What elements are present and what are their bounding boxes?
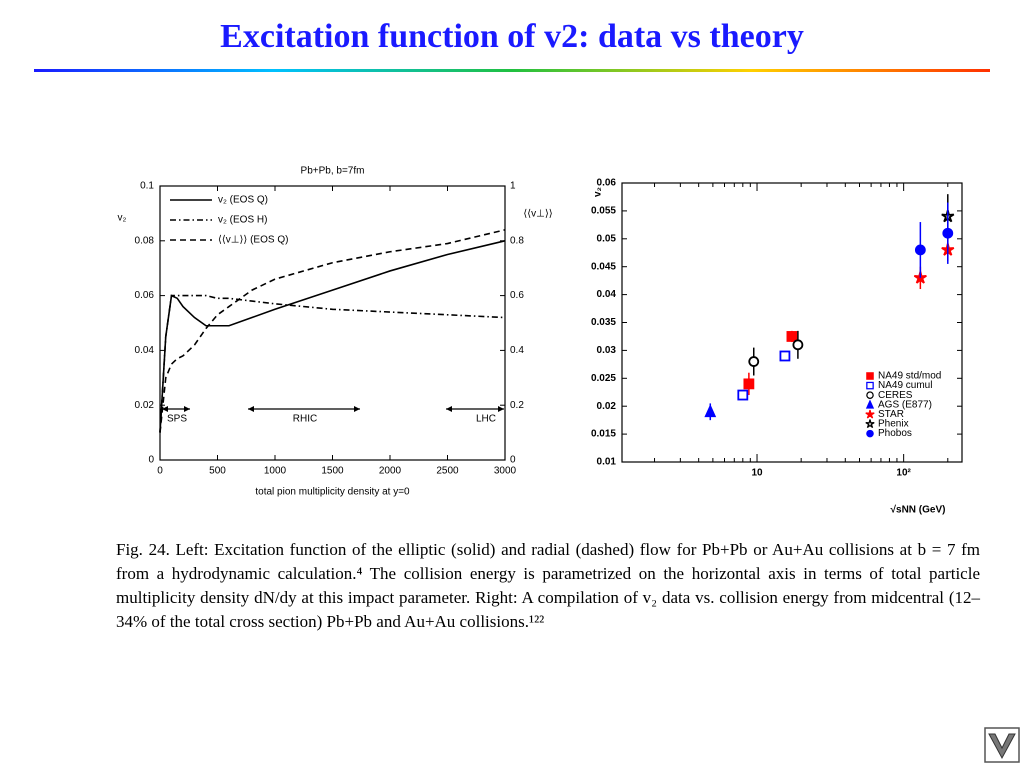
annotation: RHIC bbox=[293, 414, 317, 425]
y-tick-label: 0.04 bbox=[135, 345, 155, 356]
x-tick-label: 10 bbox=[751, 468, 763, 479]
x-axis-label: √sNN (GeV) bbox=[891, 505, 946, 516]
y2-axis-label: ⟨⟨v⊥⟩⟩ bbox=[523, 209, 552, 220]
x-tick-label: 1000 bbox=[264, 466, 287, 477]
marker bbox=[786, 331, 798, 342]
y-tick-label: 0.035 bbox=[591, 317, 616, 328]
plot-frame bbox=[159, 185, 506, 461]
y-axis-label: v₂ bbox=[118, 213, 127, 224]
x-axis-label: total pion multiplicity density at y=0 bbox=[255, 487, 410, 498]
marker bbox=[914, 244, 926, 256]
marker bbox=[942, 227, 954, 239]
marker bbox=[748, 356, 760, 367]
legend-label: NA49 cumul bbox=[878, 380, 932, 391]
y-tick-label: 0.02 bbox=[135, 400, 155, 411]
legend-label: NA49 std/mod bbox=[878, 371, 941, 382]
marker bbox=[704, 404, 717, 418]
plot-frame bbox=[621, 182, 963, 463]
arrow-head bbox=[162, 406, 190, 412]
annotation: LHC bbox=[476, 414, 496, 425]
legend-label: v₂ (EOS Q) bbox=[218, 195, 268, 206]
line-series bbox=[159, 240, 506, 433]
y-tick-label: 0.055 bbox=[591, 206, 616, 217]
y2-tick-label: 1 bbox=[510, 181, 516, 192]
marker bbox=[866, 429, 874, 438]
title-rule bbox=[34, 69, 990, 72]
line-series bbox=[159, 294, 506, 433]
x-tick-label: 10² bbox=[896, 468, 911, 479]
line-series bbox=[159, 229, 506, 433]
x-tick-label: 2000 bbox=[379, 466, 402, 477]
y-tick-label: 0.015 bbox=[591, 429, 616, 440]
y2-tick-label: 0.4 bbox=[510, 345, 524, 356]
arrow-head bbox=[446, 406, 504, 412]
marker bbox=[866, 372, 874, 380]
y-tick-label: 0.04 bbox=[597, 289, 617, 300]
caption: Fig. 24. Left: Excitation function of th… bbox=[116, 540, 980, 631]
y-tick-label: 0.08 bbox=[135, 235, 155, 246]
legend-label: Phenix bbox=[878, 419, 909, 430]
x-tick-label: 2500 bbox=[436, 466, 459, 477]
y-axis-label: v₂ bbox=[593, 187, 604, 197]
legend-label: Phobos bbox=[878, 428, 912, 439]
x-tick-label: 3000 bbox=[494, 466, 517, 477]
y-tick-label: 0.06 bbox=[135, 290, 155, 301]
y-tick-label: 0 bbox=[148, 455, 154, 466]
marker bbox=[865, 419, 875, 429]
y-tick-label: 0.03 bbox=[597, 345, 617, 356]
legend-label: AGS (E877) bbox=[878, 399, 932, 410]
chart-title: Pb+Pb, b=7fm bbox=[301, 166, 365, 177]
legend-label: v₂ (EOS H) bbox=[218, 215, 267, 226]
marker bbox=[865, 409, 875, 419]
x-tick-label: 0 bbox=[157, 466, 163, 477]
y2-tick-label: 0.6 bbox=[510, 290, 524, 301]
y-tick-label: 0.06 bbox=[597, 178, 617, 189]
marker bbox=[779, 350, 791, 362]
y-tick-label: 0.025 bbox=[591, 373, 616, 384]
marker bbox=[743, 378, 755, 390]
marker bbox=[865, 399, 875, 409]
legend-label: ⟨⟨v⊥⟩⟩ (EOS Q) bbox=[218, 235, 288, 246]
x-tick-label: 500 bbox=[209, 466, 226, 477]
marker bbox=[866, 381, 874, 390]
legend-label: STAR bbox=[878, 409, 904, 420]
x-tick-label: 1500 bbox=[321, 466, 344, 477]
y2-tick-label: 0.8 bbox=[510, 235, 524, 246]
marker bbox=[737, 389, 749, 401]
y2-tick-label: 0.2 bbox=[510, 400, 524, 411]
y-tick-label: 0.1 bbox=[140, 181, 154, 192]
charts: 00.020.040.060.080.100.20.40.60.810 500 10… bbox=[118, 166, 963, 516]
legend-label: CERES bbox=[878, 390, 913, 401]
slide-title: Excitation function of v2: data vs theor… bbox=[220, 18, 804, 55]
marker bbox=[866, 391, 874, 399]
y-tick-label: 0.045 bbox=[591, 261, 616, 272]
y2-tick-label: 0 bbox=[510, 455, 516, 466]
y-tick-label: 0.02 bbox=[597, 401, 617, 412]
logo bbox=[984, 727, 1020, 763]
y-tick-label: 0.05 bbox=[597, 233, 617, 244]
marker bbox=[792, 339, 804, 351]
annotation: SPS bbox=[167, 414, 187, 425]
y-tick-label: 0.01 bbox=[597, 457, 617, 468]
